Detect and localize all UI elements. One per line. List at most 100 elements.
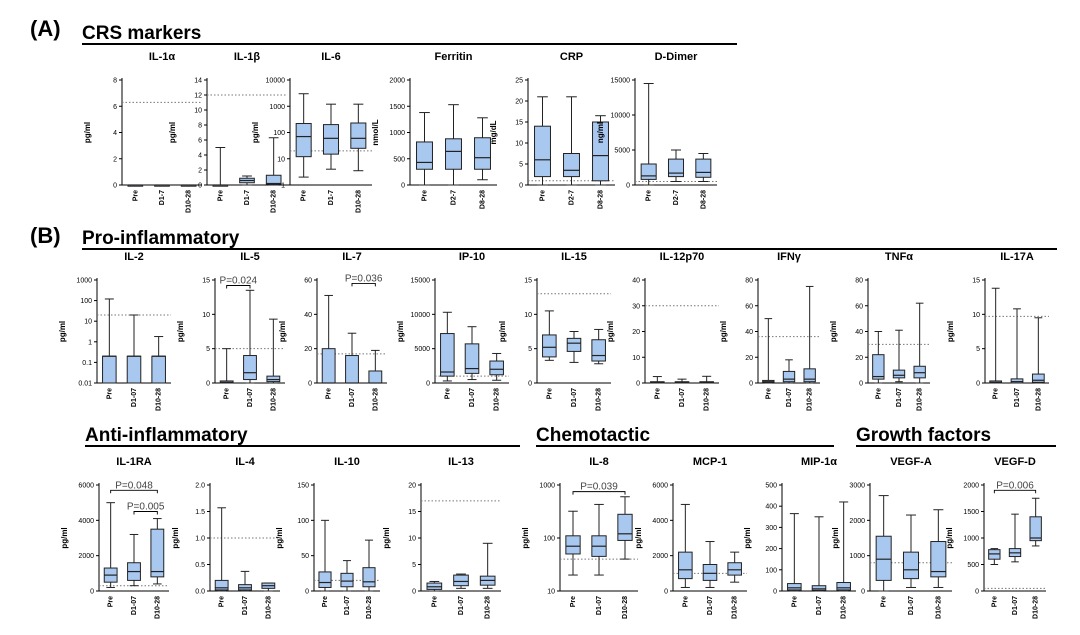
iqr-box (727, 562, 742, 576)
x-category-label: D10-28 (265, 596, 272, 619)
y-tick-label: 150 (297, 483, 309, 490)
box-D10-28 (489, 352, 504, 381)
box-D10-28 (150, 518, 165, 585)
chart-il10: IL-10 pg/ml 0 50 100 150 Pre D1-07 D10-28 (268, 455, 384, 630)
x-category-label: D1-07 (131, 388, 138, 407)
p-value-label: P=0.048 (115, 480, 153, 491)
y-tick-label: 2000 (963, 483, 979, 490)
pro-inflammatory-rule (82, 248, 1057, 250)
x-category-label: Pre (875, 388, 882, 399)
y-tick-label: 0 (861, 589, 865, 596)
y-tick-label: 0 (305, 589, 309, 596)
crs-markers-rule (82, 43, 737, 45)
iqr-box (563, 153, 580, 178)
chart-title: IL-1RA (116, 456, 152, 468)
x-category-label: Pre (682, 596, 689, 607)
x-category-label: D1-07 (131, 596, 138, 615)
iqr-box (266, 375, 281, 383)
x-category-label: Pre (791, 596, 798, 607)
chart-svg-il2: IL-2 pg/ml 0.01 0.1 1 10 100 1000 Pre D1-07 D10-28 (58, 251, 171, 411)
box-Pre (988, 548, 1001, 565)
chart-il1ra: IL-1RA pg/ml 0 2000 4000 6000 Pre D1-07 D10-28 P=… (53, 455, 173, 630)
chart-title: IL-10 (334, 456, 360, 468)
chart-il12p70: IL-12p70 pg/ml 0 10 20 30 40 Pre D1-07 D10-28 (599, 250, 723, 422)
x-category-label: D1-07 (896, 388, 903, 407)
y-tick-label: 2000 (78, 553, 94, 560)
chart-svg-il5: IL-5 pg/ml 0 5 10 15 Pre D1-07 D10-28 P=0.024 (176, 251, 285, 411)
x-category-label: D10-28 (935, 596, 942, 619)
y-tick-label: 10 (972, 312, 980, 319)
y-tick-label: 0 (519, 183, 523, 190)
x-category-label: Pre (765, 388, 772, 399)
box-D1-07 (453, 573, 469, 589)
x-category-label: D8-28 (700, 190, 707, 209)
box-D1-7 (239, 175, 255, 186)
y-tick-label: 20 (745, 355, 753, 362)
chart-svg-il17a: IL-17A pg/ml 0 5 10 15 Pre D1-07 D10-28 (946, 251, 1049, 411)
box-D1-07 (127, 533, 141, 587)
iqr-box (453, 574, 469, 587)
x-category-label: Pre (219, 596, 226, 607)
chart-title: D-Dimer (655, 51, 699, 63)
chart-title: IFNγ (777, 251, 802, 263)
y-tick-label: 4 (113, 130, 117, 137)
y-tick-label: 20 (408, 483, 416, 490)
box-Pre (565, 510, 581, 576)
y-tick-label: 2.0 (195, 483, 205, 490)
x-category-label: D10-28 (270, 388, 277, 411)
y-axis-label: pg/ml (719, 321, 728, 342)
iqr-box (416, 141, 433, 170)
chart-vegfa: VEGF-A pg/ml 0 1000 2000 3000 Pre D1-07 D10-28 (824, 455, 956, 630)
y-axis-label: nmol/L (371, 119, 380, 145)
p-value-label: P=0.039 (580, 482, 618, 493)
y-tick-label: 1000 (539, 483, 555, 490)
chart-svg-ddimer: D-Dimer ng/ml 0 5000 10000 15000 Pre D2-7 D8-28 (596, 51, 717, 209)
y-tick-label: 10 (547, 589, 555, 596)
y-tick-label: 0 (636, 381, 640, 388)
x-category-label: D1-07 (707, 596, 714, 615)
x-category-label: Pre (108, 596, 115, 607)
y-tick-label: 0 (308, 381, 312, 388)
x-category-label: D1-07 (242, 596, 249, 615)
box-D1-07 (1008, 513, 1022, 563)
y-axis-label: pg/ml (831, 527, 840, 548)
y-tick-label: 10 (277, 156, 285, 163)
x-category-label: D1-07 (908, 596, 915, 615)
anti-inflammatory-rule (85, 445, 520, 447)
iqr-box (811, 585, 827, 591)
chart-mip1a: MIP-1α pg/ml 0 100 200 300 400 500 Pre D1-07 D10-2… (736, 455, 860, 630)
y-tick-label: 0 (664, 589, 668, 596)
iqr-box (592, 121, 609, 182)
box-Pre (127, 184, 144, 187)
y-tick-label: 200 (765, 546, 777, 553)
y-tick-label: 0 (90, 589, 94, 596)
chart-svg-ferritin: Ferritin nmol/L 0 500 1000 1500 2000 Pre D2-7 D8-… (371, 51, 497, 209)
significance-bracket (110, 489, 158, 494)
iqr-box (243, 355, 257, 381)
iqr-box (542, 334, 557, 358)
iqr-box (474, 137, 491, 170)
box-Pre (534, 96, 551, 186)
y-tick-label: 40 (745, 329, 753, 336)
chart-svg-mcp1: MCP-1 pg/ml 0 2000 4000 6000 Pre D1-07 D10-28 (634, 456, 747, 619)
y-tick-label: 6000 (78, 483, 94, 490)
x-category-label: Pre (322, 596, 329, 607)
y-tick-label: 0 (976, 381, 980, 388)
x-category-label: D8-28 (480, 190, 487, 209)
chart-tnfa: TNFα pg/ml 0 20 40 60 80 Pre D1-07 D10-28 (822, 250, 934, 422)
x-category-label: Pre (431, 596, 438, 607)
y-tick-label: 40 (632, 278, 640, 285)
y-tick-label: 5 (528, 346, 532, 353)
y-axis-label: pg/ml (168, 122, 177, 143)
box-D2-7 (667, 149, 685, 182)
y-axis-label: pg/ml (251, 122, 260, 143)
box-Pre (787, 513, 802, 592)
x-category-label: Pre (546, 388, 553, 399)
iqr-box (640, 163, 657, 180)
y-tick-label: 20 (632, 329, 640, 336)
x-category-label: D10-28 (807, 388, 814, 411)
y-tick-label: 10 (524, 312, 532, 319)
y-tick-label: 60 (855, 303, 863, 310)
y-tick-label: 4000 (78, 518, 94, 525)
y-tick-label: 0.1 (82, 360, 92, 367)
